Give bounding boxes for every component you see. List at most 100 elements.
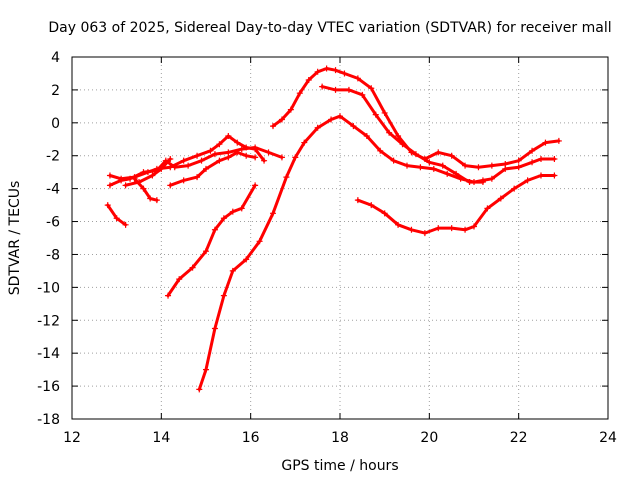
series-sat-g [165, 182, 259, 299]
data-point [497, 195, 504, 202]
data-point [448, 225, 455, 232]
y-tick-label: -12 [37, 313, 60, 329]
data-point [234, 139, 241, 146]
data-point [229, 208, 236, 215]
data-point [444, 170, 451, 177]
data-point [234, 149, 241, 156]
data-point [296, 90, 303, 97]
data-point [198, 157, 205, 164]
data-point [332, 86, 339, 93]
data-point [220, 292, 227, 299]
x-axis-label: GPS time / hours [281, 458, 398, 474]
y-tick-label: 0 [51, 116, 60, 132]
data-point [359, 91, 366, 98]
data-point [167, 156, 174, 163]
data-point [149, 172, 156, 179]
data-point [515, 164, 522, 171]
data-point [524, 177, 531, 184]
series-line [133, 177, 159, 202]
series-sat-f [167, 149, 259, 189]
data-point [292, 154, 299, 161]
data-point [216, 141, 223, 148]
data-point [305, 77, 312, 84]
chart-title: Day 063 of 2025, Sidereal Day-to-day VTE… [48, 20, 611, 36]
data-point [153, 197, 160, 204]
series-sat-k [354, 172, 558, 237]
data-point [426, 159, 433, 166]
data-point [203, 248, 209, 255]
data-point [104, 202, 111, 209]
data-point [529, 159, 536, 166]
y-tick-label: 2 [51, 83, 60, 99]
series-sat-b [106, 132, 268, 182]
data-point [131, 175, 138, 182]
data-point [319, 83, 326, 90]
data-point [466, 179, 473, 186]
data-point [225, 154, 232, 161]
data-point [243, 152, 250, 159]
data-point [417, 164, 424, 171]
data-point [439, 162, 446, 169]
data-point [538, 156, 544, 163]
data-point [462, 162, 469, 169]
data-point [283, 174, 290, 181]
data-point [106, 182, 113, 189]
data-point [252, 182, 259, 189]
x-tick-label: 22 [510, 430, 528, 446]
data-point [412, 151, 419, 158]
data-point [341, 70, 348, 77]
y-tick-label: -4 [46, 182, 60, 198]
data-point [529, 147, 536, 154]
data-point [332, 67, 339, 74]
data-point [207, 147, 214, 154]
data-point [448, 152, 455, 159]
data-point [453, 170, 460, 177]
data-point [488, 175, 495, 182]
y-tick-label: -16 [37, 379, 60, 395]
data-point [435, 225, 442, 232]
data-point [265, 149, 272, 156]
data-point [502, 160, 509, 167]
data-point [106, 172, 113, 179]
data-point [180, 157, 187, 164]
data-point [243, 256, 250, 263]
data-point [328, 116, 335, 123]
y-tick-label: -18 [37, 412, 60, 428]
x-tick-label: 20 [420, 430, 438, 446]
data-point [256, 238, 263, 245]
data-point [216, 157, 223, 164]
data-point [462, 226, 469, 233]
y-axis-label: SDTVAR / TECUs [7, 181, 23, 296]
series-line [356, 174, 556, 235]
x-tick-label: 24 [599, 430, 617, 446]
data-point [211, 151, 218, 158]
y-tick-label: 4 [51, 50, 60, 66]
series-sat-e [104, 202, 129, 228]
data-point [278, 154, 285, 161]
data-point [377, 147, 384, 154]
data-point [551, 156, 558, 163]
data-point [511, 185, 518, 192]
data-point [180, 177, 187, 184]
y-tick-label: -2 [46, 149, 60, 165]
data-point [287, 106, 294, 113]
data-point [167, 164, 174, 171]
x-tick-label: 16 [242, 430, 260, 446]
data-point [430, 165, 437, 172]
data-point [196, 386, 203, 393]
data-point [381, 109, 388, 116]
x-tick-label: 18 [331, 430, 349, 446]
data-point [252, 146, 259, 153]
data-point [538, 172, 544, 179]
data-point [363, 132, 370, 139]
data-point [122, 221, 129, 228]
data-point [484, 205, 491, 212]
data-point [194, 152, 201, 159]
data-point [368, 85, 375, 92]
data-point [261, 157, 268, 164]
data-point [211, 325, 218, 332]
data-point [488, 162, 495, 169]
data-point [515, 157, 522, 164]
